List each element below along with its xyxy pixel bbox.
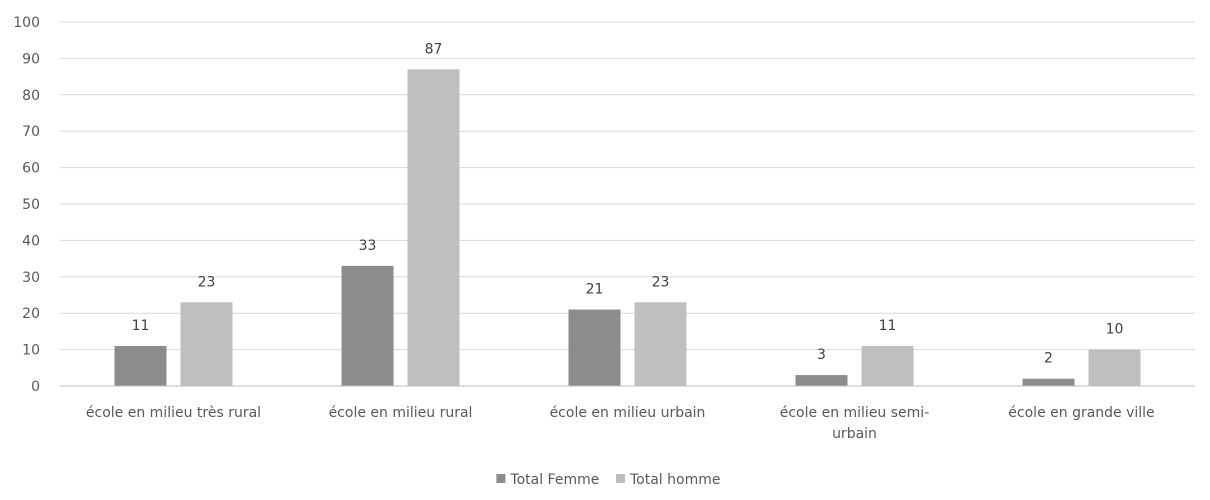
bar-homme [407, 69, 460, 386]
data-label: 23 [652, 274, 670, 290]
bar-homme [180, 302, 233, 386]
x-category-label: école en milieu semi- [780, 405, 930, 421]
data-labels: 11 23 33 87 21 23 3 11 2 10 [132, 41, 1124, 366]
bar-homme [861, 345, 914, 386]
bar-homme [634, 302, 687, 386]
y-tick-label: 30 [22, 270, 40, 286]
data-label: 11 [879, 318, 897, 334]
x-category-label: école en milieu très rural [86, 405, 261, 421]
x-category-label: école en grande ville [1008, 405, 1154, 421]
legend-swatch [616, 474, 625, 483]
data-label: 21 [586, 282, 604, 298]
bars [114, 69, 1141, 386]
data-label: 2 [1044, 351, 1053, 367]
bar-femme [114, 345, 167, 386]
y-tick-label: 40 [22, 233, 40, 249]
bar-homme [1088, 349, 1141, 386]
legend-item: Total Femme [496, 472, 599, 488]
legend-label: Total Femme [509, 472, 599, 488]
y-tick-label: 80 [22, 88, 40, 104]
legend-label: Total homme [629, 472, 720, 488]
y-tick-label: 20 [22, 306, 40, 322]
gridlines [60, 21, 1195, 351]
y-tick-label: 70 [22, 124, 40, 140]
data-label: 87 [425, 41, 443, 57]
bar-femme [341, 265, 394, 386]
y-tick-label: 0 [31, 379, 40, 395]
bar-femme [568, 309, 621, 386]
data-label: 3 [817, 347, 826, 363]
legend: Total Femme Total homme [496, 472, 720, 488]
y-tick-label: 90 [22, 51, 40, 67]
legend-swatch [496, 474, 506, 483]
x-category-label: urbain [832, 426, 877, 442]
bar-femme [795, 375, 848, 386]
bar-femme [1022, 378, 1075, 386]
x-category-label: école en milieu rural [329, 405, 473, 421]
data-label: 11 [132, 318, 150, 334]
y-tick-label: 60 [22, 161, 40, 177]
legend-item: Total homme [616, 472, 720, 488]
x-category-label: école en milieu urbain [550, 405, 706, 421]
y-tick-label: 50 [22, 197, 40, 213]
data-label: 33 [359, 238, 377, 254]
y-tick-label: 10 [22, 343, 40, 359]
y-axis: 0 10 20 30 40 50 60 70 80 90 100 [13, 15, 40, 395]
data-label: 10 [1106, 322, 1124, 338]
x-axis: école en milieu très rural école en milie… [60, 385, 1195, 442]
y-tick-label: 100 [13, 15, 40, 31]
data-label: 23 [198, 274, 216, 290]
